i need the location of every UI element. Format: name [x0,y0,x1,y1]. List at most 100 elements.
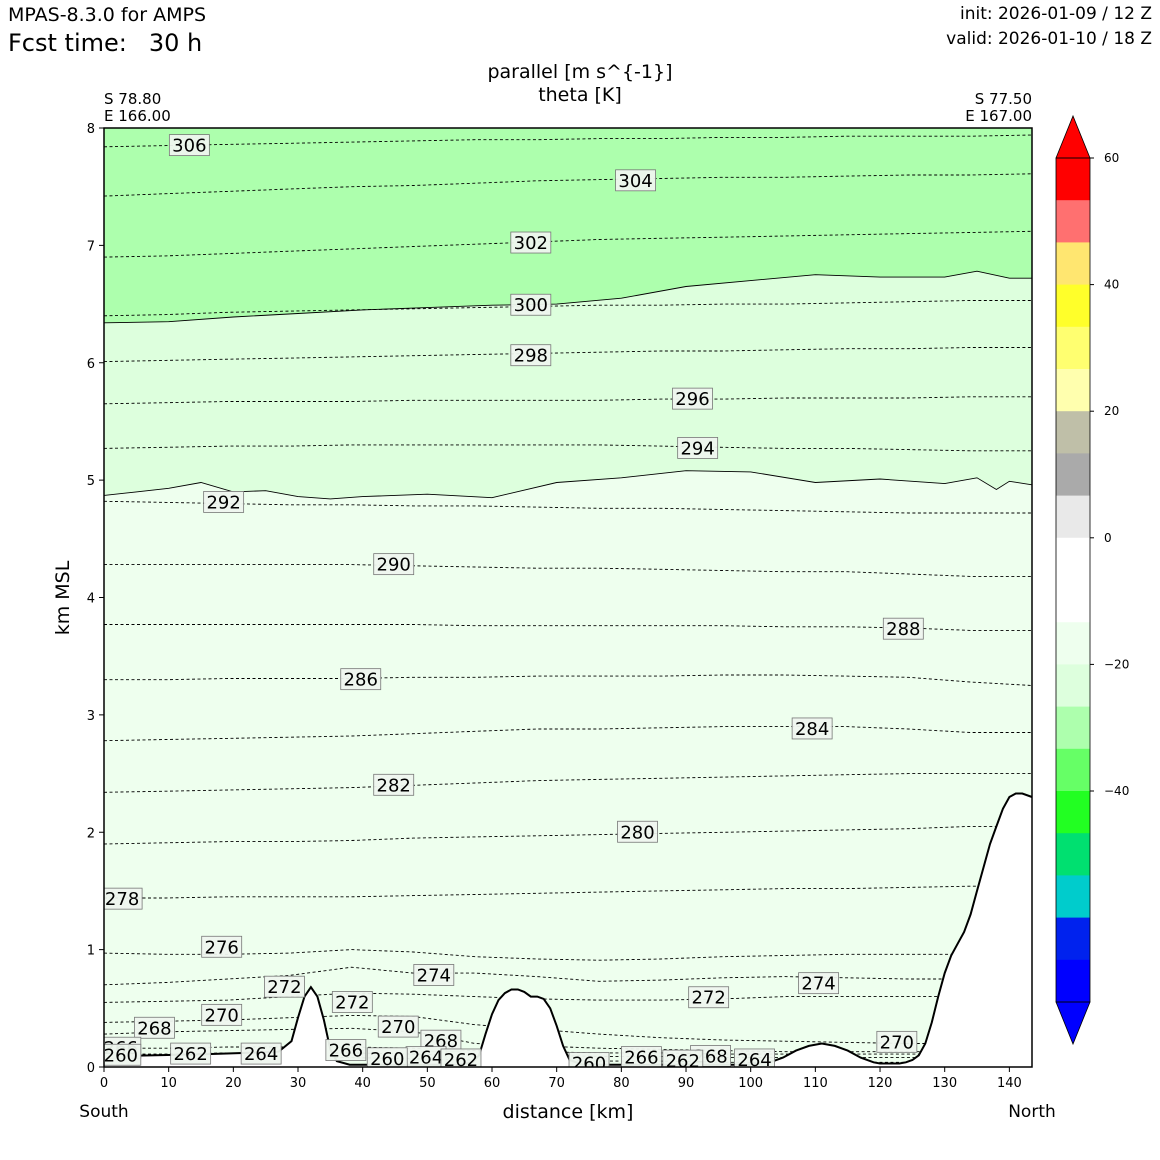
y-tick-label: 5 [87,474,95,489]
colorbar-tick-label: 40 [1104,278,1119,292]
y-tick-label: 0 [87,1061,95,1076]
contour-label: 272 [331,991,373,1013]
contour-label: 286 [340,668,382,691]
colorbar-tick-label: 20 [1104,404,1119,418]
contour-label: 262 [440,1048,482,1067]
contour-label-box [325,1039,367,1061]
colorbar-segment [1056,580,1090,623]
contour-label-text: 260 [572,1053,606,1074]
contour-label-text: 288 [886,619,920,640]
colorbar-segment [1056,200,1090,243]
y-tick-label: 7 [87,239,95,254]
contour-label: 284 [791,717,833,740]
contour-label: 264 [405,1046,447,1067]
colorbar-segment [1056,959,1090,1003]
colorbar-tick-label: 0 [1104,531,1112,545]
contour-label-box [440,1048,482,1067]
theta-contour-292 [104,500,1032,514]
contour-label-box [672,387,713,410]
contour-label: 304 [615,169,656,192]
contour-label-text: 262 [173,1044,207,1065]
colorbar-tick-label: −40 [1104,784,1129,798]
x-tick-label: 140 [997,1076,1022,1091]
contour-label-text: 264 [244,1044,278,1065]
contour-label-box [203,491,245,513]
colorbar-segment [1056,326,1090,370]
contour-label-box [134,1016,175,1039]
contour-label-text: 266 [624,1048,658,1069]
contour-label-box [734,1048,775,1067]
colorbar-segment [1056,411,1090,454]
start-lon-label: E 166.00 [104,107,171,125]
contour-label-box [510,293,552,316]
init-time: init: 2026-01-09 / 12 Z [959,4,1152,24]
contour-label-text: 286 [344,670,378,691]
contour-label-box [340,668,382,691]
plot-inner: 306 304 302 300 298 296 294 292 290 288 286 284 282 2… [104,128,1032,1074]
theta-contour-268 [104,1027,1032,1053]
colorbar-segment [1056,875,1090,919]
contour-label-box [677,437,719,459]
contour-label: 296 [672,387,713,410]
contour-label-text: 296 [675,389,709,410]
theta-contour-274 [104,966,1032,986]
contour-label: 260 [104,1043,142,1066]
contour-label-text: 266 [329,1041,363,1062]
contour-label-text: 300 [514,295,548,316]
contour-label-box [264,975,305,998]
x-tick-label: 120 [868,1076,893,1091]
chart-title-line1: parallel [m s^{-1}] [487,61,672,83]
contour-label: 280 [617,820,658,843]
contour-label: 282 [373,773,415,796]
theta-contour-306 [104,134,1032,148]
contour-label-text: 270 [381,1017,415,1038]
y-tick-label: 3 [87,709,95,724]
contour-label: 306 [168,134,210,157]
colorbar-segment [1056,833,1090,876]
y-tick-label: 4 [87,592,95,607]
x-tick-label: 30 [290,1076,307,1091]
contour-label-text: 264 [737,1050,771,1071]
theta-contour-270 [104,1014,1032,1044]
contour-label-box [201,1003,243,1026]
contour-label-text: 260 [370,1049,404,1070]
theta-contour-286 [104,674,1032,686]
contour-label-text: 306 [172,136,206,157]
contour-label-text: 298 [514,346,548,367]
contour-label-box [201,935,243,958]
contour-label-box [240,1042,282,1065]
contour-label-box [168,134,210,157]
colorbar-segment [1056,537,1090,581]
contour-label: 262 [170,1042,212,1065]
colorbar-segment [1056,495,1090,539]
x-tick-label: 10 [160,1076,177,1091]
contour-label-box [688,986,730,1009]
colorbar-over-arrow [1055,114,1091,159]
colorbar-tick-label: 60 [1104,151,1119,165]
contour-label: 264 [734,1048,775,1071]
colorbar-frame [1055,157,1091,1003]
forecast-time-label: Fcst time: [8,29,127,57]
theta-contour-280 [104,825,1032,845]
end-lat-label: S 77.50 [975,90,1032,108]
contour-label-box [373,553,415,576]
contour-label-box [373,773,415,796]
contour-label: 260 [568,1052,610,1074]
colorbar-segment [1056,369,1090,412]
contour-label: 264 [240,1042,282,1065]
colorbar-segment [1056,664,1090,708]
y-axis-label: km MSL [52,560,74,635]
contour-label-text: 268 [137,1018,171,1039]
contour-label: 278 [104,887,143,910]
contour-label-box [331,991,373,1013]
colorbar-segment [1056,706,1090,750]
contour-label-text: 272 [691,988,725,1009]
start-lat-label: S 78.80 [104,90,161,108]
plot-area: 3063043023002982962942922902882862842822… [87,122,1033,1091]
contour-label: 270 [876,1030,918,1053]
contour-label-box [104,887,143,910]
end-lon-label: E 167.00 [965,107,1032,125]
contour-label-box [104,1043,142,1066]
model-title: MPAS-8.3.0 for AMPS [8,4,207,26]
chart-title-line2: theta [K] [538,84,622,106]
